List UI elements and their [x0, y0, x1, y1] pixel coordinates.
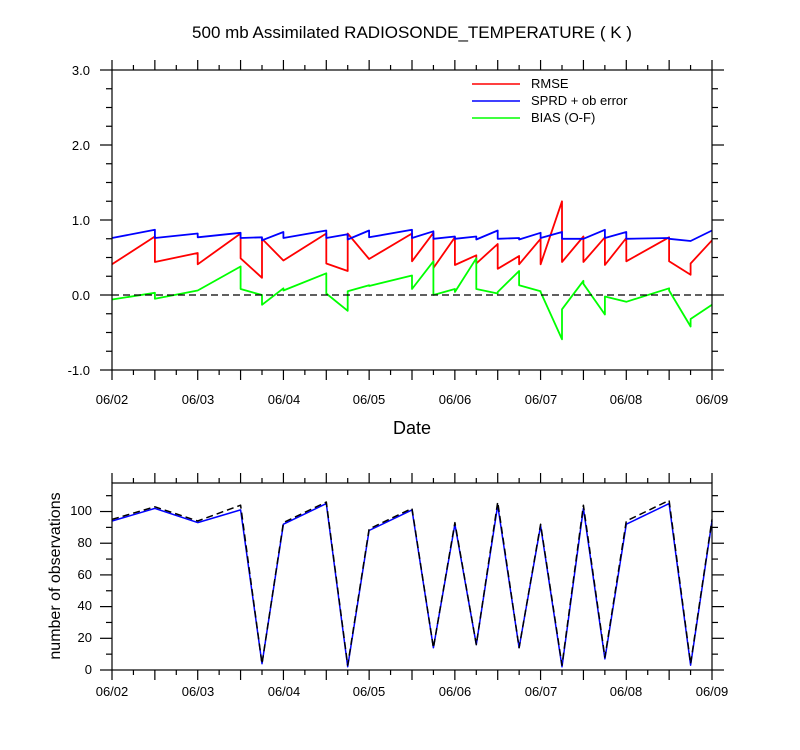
top-x-tick-label: 06/03 — [182, 392, 215, 407]
top-series-line-sprd-ob-error — [111, 228, 713, 242]
top-series-line-rmse — [111, 200, 713, 279]
top-series-line-bias-o-f — [111, 257, 713, 341]
y-axis-label: number of observations — [47, 492, 64, 659]
bottom-y-tick-label: 0 — [85, 662, 92, 677]
top-x-tick-label: 06/07 — [525, 392, 558, 407]
bottom-x-tick-label: 06/05 — [353, 684, 386, 699]
top-ticks-group — [100, 60, 724, 380]
bottom-series-group — [111, 499, 713, 668]
top-plot-frame — [111, 69, 713, 371]
bottom-series-line-total-observations — [111, 499, 713, 666]
bottom-ticks-group — [100, 473, 724, 680]
top-x-tick-label: 06/06 — [439, 392, 472, 407]
bottom-x-tick-label: 06/02 — [96, 684, 129, 699]
top-x-tick-labels: 06/02 06/03 06/04 06/05 06/06 06/07 06/0… — [96, 392, 729, 407]
top-x-tick-label: 06/09 — [696, 392, 729, 407]
bottom-x-tick-label: 06/08 — [610, 684, 643, 699]
chart-title: 500 mb Assimilated RADIOSONDE_TEMPERATUR… — [192, 23, 632, 42]
legend-label-rmse: RMSE — [531, 76, 569, 91]
legend-label-bias: BIAS (O-F) — [531, 110, 595, 125]
top-y-tick-label: -1.0 — [68, 363, 90, 378]
bottom-y-tick-label: 40 — [78, 598, 92, 613]
top-x-tick-label: 06/02 — [96, 392, 129, 407]
bottom-y-tick-label: 20 — [78, 630, 92, 645]
top-y-tick-label: 0.0 — [72, 288, 90, 303]
top-y-tick-label: 1.0 — [72, 213, 90, 228]
top-y-tick-labels: -1.0 0.0 1.0 2.0 3.0 — [68, 63, 90, 378]
legend: RMSE SPRD + ob error BIAS (O-F) — [472, 76, 628, 125]
bottom-y-tick-labels: 0 20 40 60 80 100 — [70, 503, 92, 677]
bottom-x-tick-label: 06/03 — [182, 684, 215, 699]
bottom-x-tick-label: 06/07 — [525, 684, 558, 699]
bottom-series-line-assimilated-observations — [111, 502, 713, 668]
bottom-x-tick-labels: 06/02 06/03 06/04 06/05 06/06 06/07 06/0… — [96, 684, 729, 699]
top-series-group — [111, 200, 713, 341]
top-chart: 06/02 06/03 06/04 06/05 06/06 06/07 06/0… — [68, 60, 729, 438]
bottom-x-tick-label: 06/04 — [268, 684, 301, 699]
bottom-x-tick-label: 06/06 — [439, 684, 472, 699]
bottom-y-tick-label: 60 — [78, 567, 92, 582]
bottom-x-tick-label: 06/09 — [696, 684, 729, 699]
bottom-chart: 06/02 06/03 06/04 06/05 06/06 06/07 06/0… — [47, 473, 728, 699]
bottom-y-tick-label: 80 — [78, 535, 92, 550]
legend-label-sprd: SPRD + ob error — [531, 93, 628, 108]
bottom-plot-frame — [111, 482, 713, 671]
bottom-y-tick-label: 100 — [70, 503, 92, 518]
top-y-tick-label: 2.0 — [72, 138, 90, 153]
top-y-tick-label: 3.0 — [72, 63, 90, 78]
x-axis-label: Date — [393, 418, 431, 438]
top-x-tick-label: 06/05 — [353, 392, 386, 407]
top-x-tick-label: 06/04 — [268, 392, 301, 407]
top-x-tick-label: 06/08 — [610, 392, 643, 407]
